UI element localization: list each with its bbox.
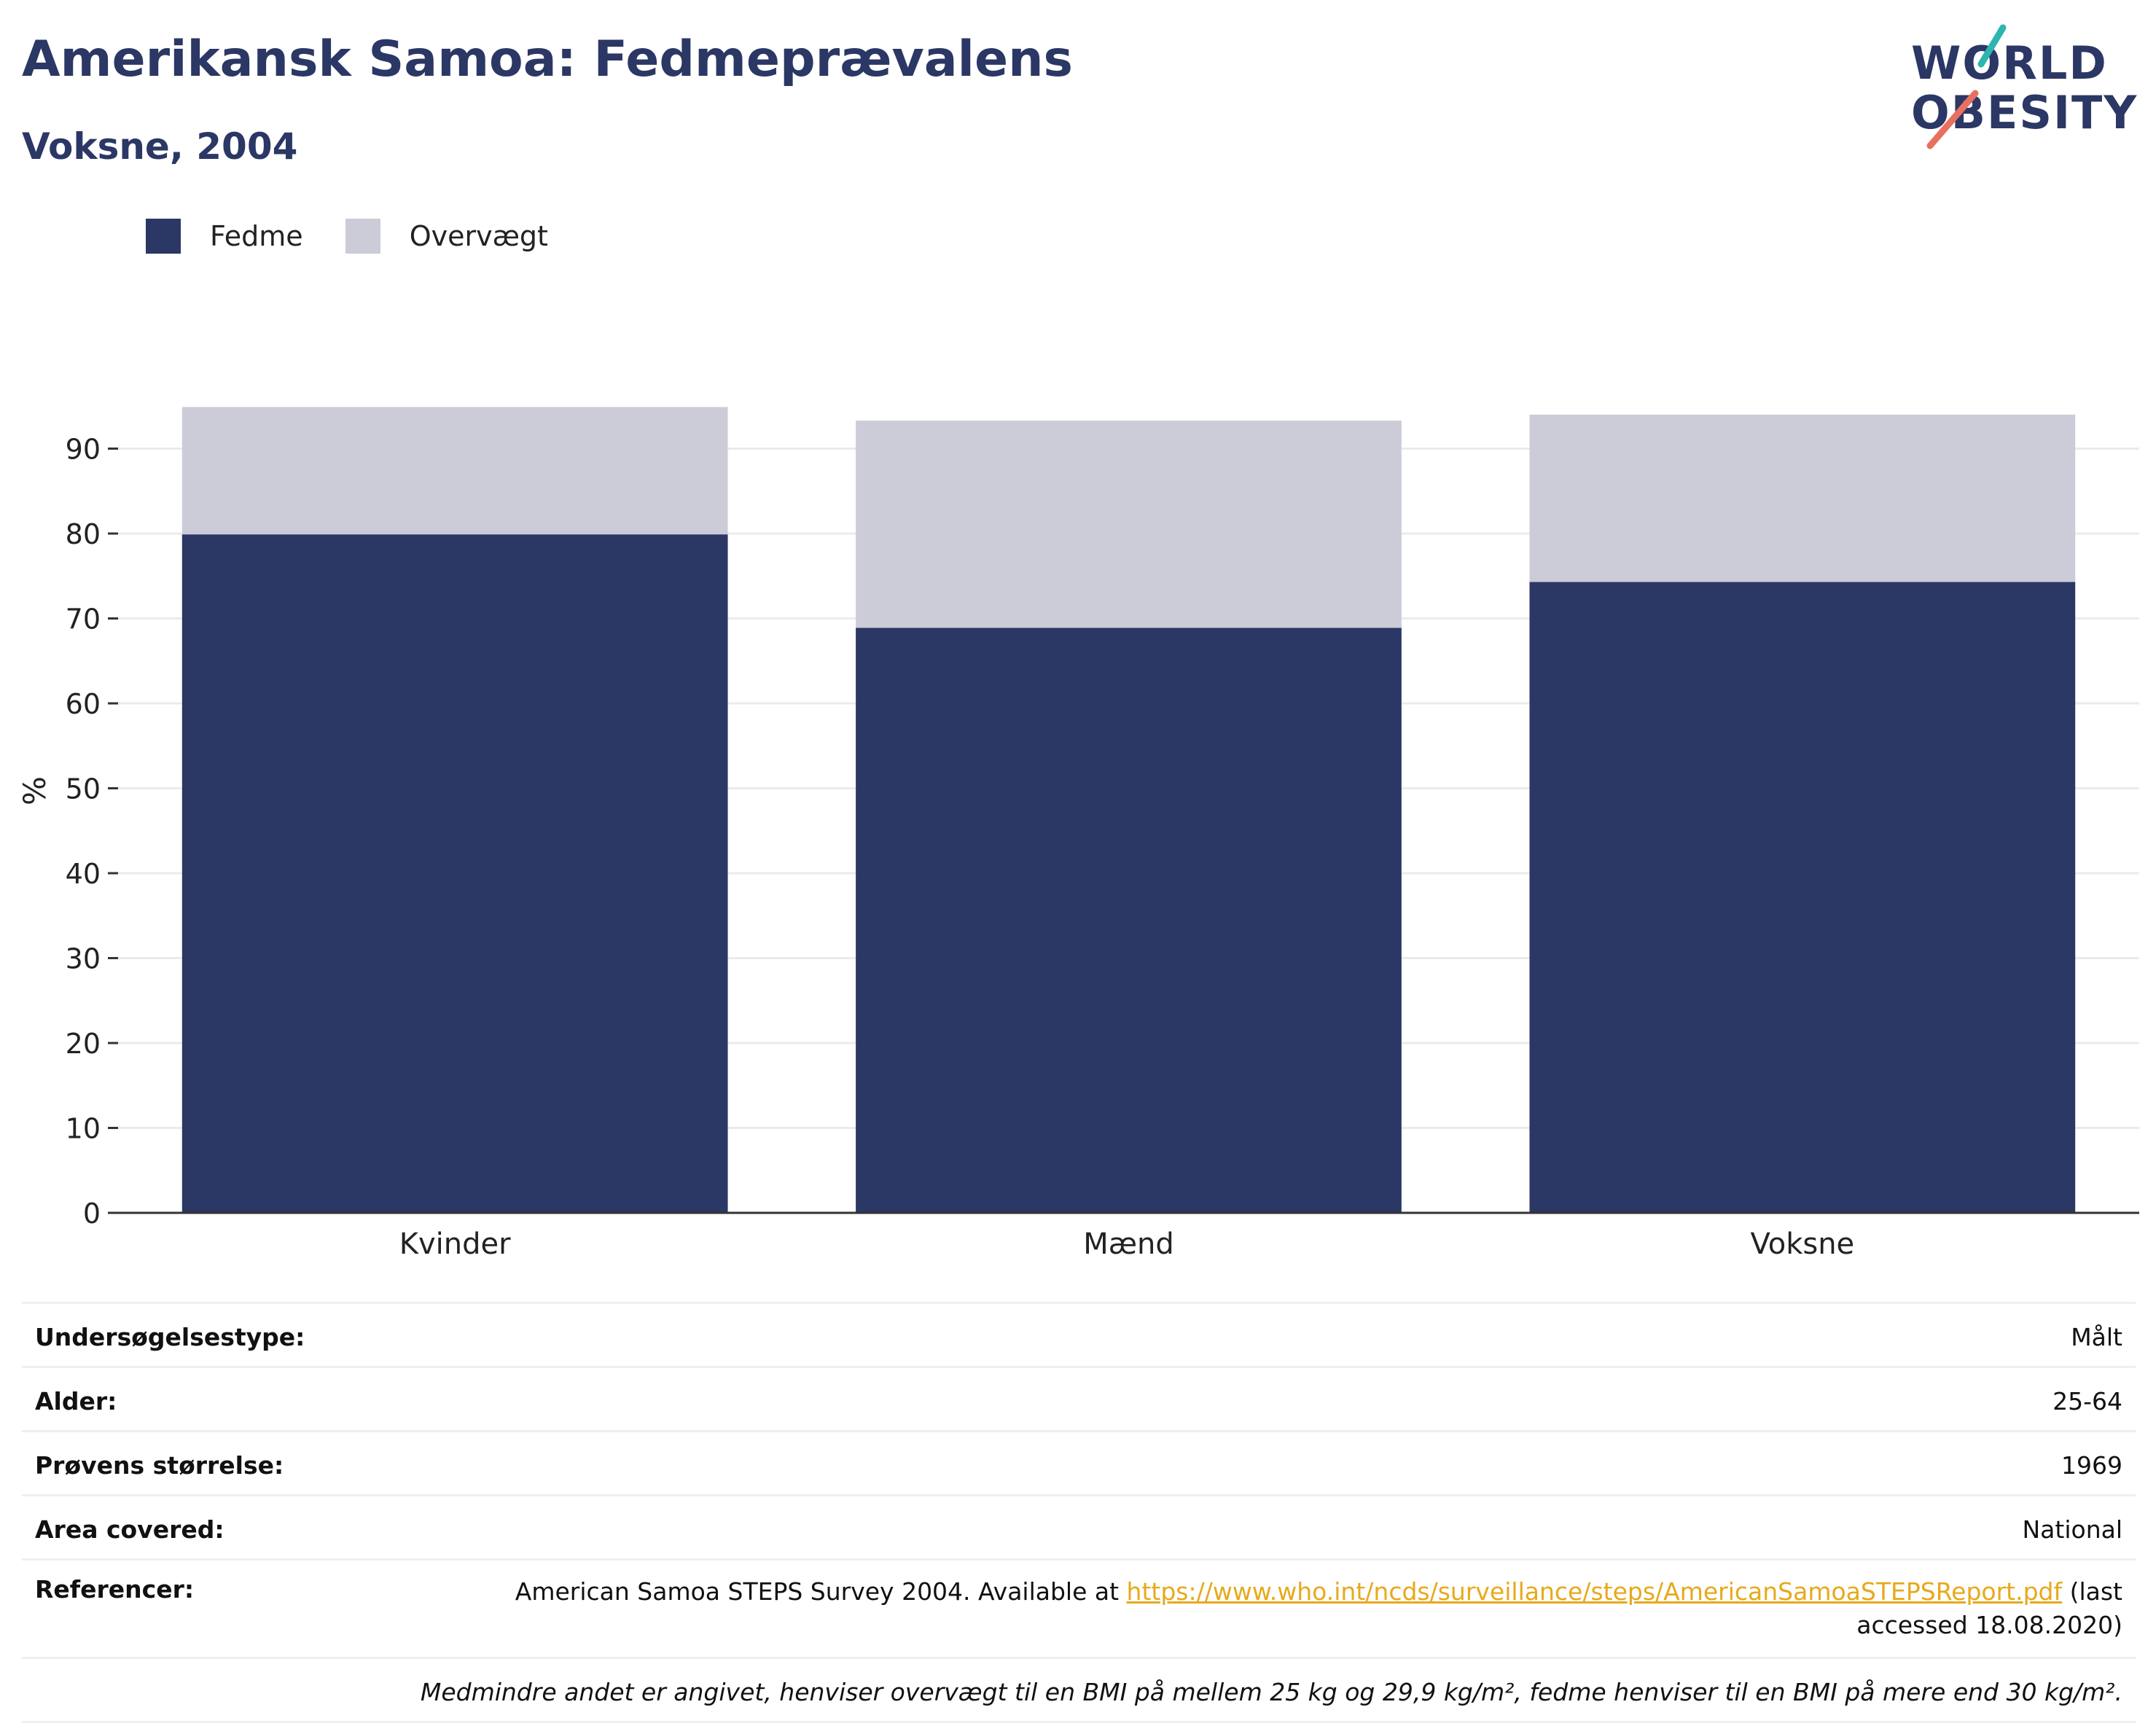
survey-info-table: Undersøgelsestype: Målt Alder: 25-64 Prøvens… xyxy=(22,1302,2136,1723)
info-value: Målt xyxy=(2071,1323,2122,1351)
y-tick-label: 0 xyxy=(83,1198,101,1230)
bar-obesity-0 xyxy=(181,534,728,1213)
y-tick-label: 50 xyxy=(66,773,101,805)
x-tick-label: Kvinder xyxy=(399,1227,511,1261)
y-tick-label: 70 xyxy=(66,604,101,636)
info-value: 25-64 xyxy=(2053,1387,2122,1415)
page-title: Amerikansk Samoa: Fedmeprævalens xyxy=(22,31,1073,88)
bar-overweight-2 xyxy=(1529,414,2076,582)
chart-legend: Fedme Overvægt xyxy=(146,216,590,257)
definition-note: Medmindre andet er angivet, henviser ove… xyxy=(22,1657,2136,1723)
info-label: Alder: xyxy=(35,1387,117,1415)
bar-obesity-2 xyxy=(1529,582,2076,1213)
reference-link[interactable]: https://www.who.int/ncds/surveillance/st… xyxy=(1126,1577,2063,1606)
legend-label-obesity: Fedme xyxy=(210,220,303,252)
info-row: Area covered: National xyxy=(22,1494,2136,1558)
x-tick-label: Mænd xyxy=(1083,1227,1174,1261)
logo-line-1: WORLD xyxy=(1911,36,2108,90)
legend-swatch-obesity xyxy=(146,219,181,254)
info-rows: Undersøgelsestype: Målt Alder: 25-64 Prøvens… xyxy=(22,1302,2136,1558)
logo-slash-icon xyxy=(1926,24,2007,149)
y-tick-label: 20 xyxy=(66,1028,101,1060)
y-tick-label: 80 xyxy=(66,518,101,550)
legend-item-overweight[interactable]: Overvægt xyxy=(345,219,548,254)
y-tick-label: 30 xyxy=(66,943,101,975)
reference-access-note: (last accessed 18.08.2020) xyxy=(1856,1577,2122,1639)
stacked-bar-chart: 0 10 20 30 40 50 60 70 80 90 Kvinder Mænd Voksne % xyxy=(17,407,2139,1261)
info-value-references: American Samoa STEPS Survey 2004. Availa… xyxy=(461,1575,2122,1642)
info-value: 1969 xyxy=(2061,1451,2122,1480)
legend-item-obesity[interactable]: Fedme xyxy=(146,219,303,254)
logo-line-2: OBESITY xyxy=(1911,86,2139,139)
info-row: Undersøgelsestype: Målt xyxy=(22,1302,2136,1366)
info-label: Undersøgelsestype: xyxy=(35,1323,305,1351)
page-subtitle: Voksne, 2004 xyxy=(22,125,298,168)
info-row-references: Referencer: American Samoa STEPS Survey … xyxy=(22,1558,2136,1657)
bar-obesity-1 xyxy=(856,628,1402,1213)
info-row: Prøvens størrelse: 1969 xyxy=(22,1430,2136,1494)
chart-bars xyxy=(181,407,2076,1213)
y-axis-label: % xyxy=(17,776,52,805)
info-row: Alder: 25-64 xyxy=(22,1366,2136,1430)
world-obesity-logo: WORLD OBESITY xyxy=(1895,22,2143,160)
info-label: Prøvens størrelse: xyxy=(35,1451,284,1480)
info-value: National xyxy=(2022,1515,2122,1544)
y-tick-label: 90 xyxy=(66,434,101,466)
y-tick-label: 10 xyxy=(66,1113,101,1145)
legend-swatch-overweight xyxy=(345,219,380,254)
x-axis-ticks: Kvinder Mænd Voksne xyxy=(399,1227,1854,1261)
legend-label-overweight: Overvægt xyxy=(409,220,548,252)
bar-overweight-0 xyxy=(181,407,728,535)
x-tick-label: Voksne xyxy=(1750,1227,1854,1261)
y-axis-ticks: 0 10 20 30 40 50 60 70 80 90 xyxy=(66,434,118,1230)
info-label: Area covered: xyxy=(35,1515,224,1544)
bar-overweight-1 xyxy=(856,421,1402,628)
y-tick-label: 60 xyxy=(66,688,101,720)
y-tick-label: 40 xyxy=(66,858,101,890)
reference-text: American Samoa STEPS Survey 2004. Availa… xyxy=(515,1577,1127,1606)
info-label-references: Referencer: xyxy=(35,1575,195,1604)
